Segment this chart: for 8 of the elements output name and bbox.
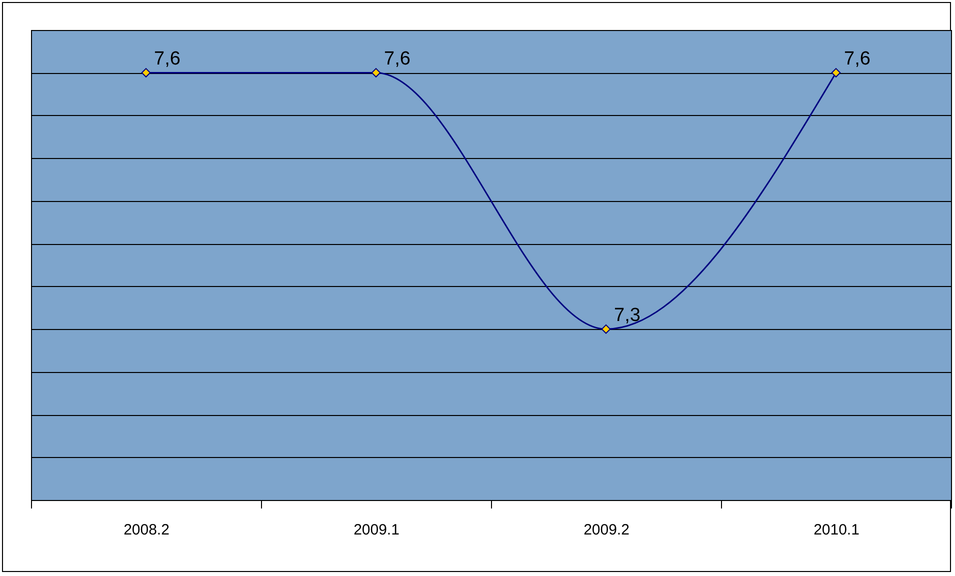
x-tick-label: 2009.2 (584, 522, 630, 538)
data-label: 7,6 (384, 48, 410, 70)
x-tick-label: 2010.1 (814, 522, 860, 538)
data-label: 7,3 (614, 305, 640, 326)
x-tick-label: 2009.1 (354, 522, 400, 538)
data-label: 7,6 (844, 48, 870, 70)
x-tick-label: 2008.2 (124, 522, 170, 538)
data-label: 7,6 (154, 48, 180, 70)
